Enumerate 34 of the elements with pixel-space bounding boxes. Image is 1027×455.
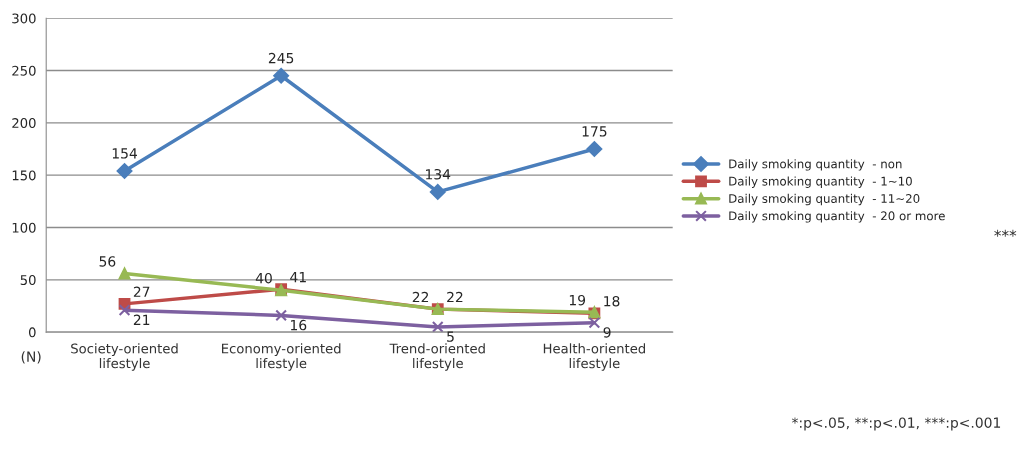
data-label: 245	[268, 52, 294, 64]
y-tick-label: 250	[12, 65, 36, 76]
data-label: 9	[603, 327, 611, 338]
text: *:p<.05, **:p<.01, ***:p<.001	[791, 417, 1001, 431]
text: (N)	[21, 351, 41, 364]
data-label: 5	[447, 331, 454, 342]
x-tick-label: Health-oriented lifestyle	[543, 343, 645, 371]
data-label: 41	[290, 272, 306, 283]
y-tick-label: 100	[12, 222, 36, 233]
data-label: 56	[99, 256, 116, 267]
x-tick-label: Society-oriented lifestyle	[71, 343, 178, 371]
legend-label: Daily smoking quantity - non	[729, 159, 902, 171]
data-label: 18	[604, 295, 620, 307]
data-label: 154	[112, 148, 137, 159]
data-label: 134	[426, 169, 451, 180]
data-label: 27	[133, 286, 150, 297]
text: ***	[994, 229, 1017, 237]
y-tick-label: 200	[12, 118, 36, 129]
data-label: 22	[447, 291, 463, 303]
data-label: 40	[255, 272, 272, 284]
data-label: 19	[569, 294, 586, 306]
y-tick-label: 150	[12, 170, 36, 181]
x-tick-label: Economy-oriented lifestyle	[222, 343, 341, 371]
y-tick-label: 50	[20, 275, 36, 286]
data-label: 22	[412, 291, 429, 303]
y-tick-label: 0	[28, 327, 36, 338]
legend-label: Daily smoking quantity - 11~20	[729, 193, 920, 206]
x-tick-label: Trend-oriented lifestyle	[389, 343, 485, 371]
y-tick-label: 300	[12, 13, 36, 24]
data-label: 21	[133, 314, 150, 325]
data-label: 16	[291, 319, 307, 331]
legend-label: Daily smoking quantity - 1~10	[729, 176, 912, 188]
data-label: 175	[582, 126, 607, 137]
legend-label: Daily smoking quantity - 20 or more	[729, 211, 945, 223]
